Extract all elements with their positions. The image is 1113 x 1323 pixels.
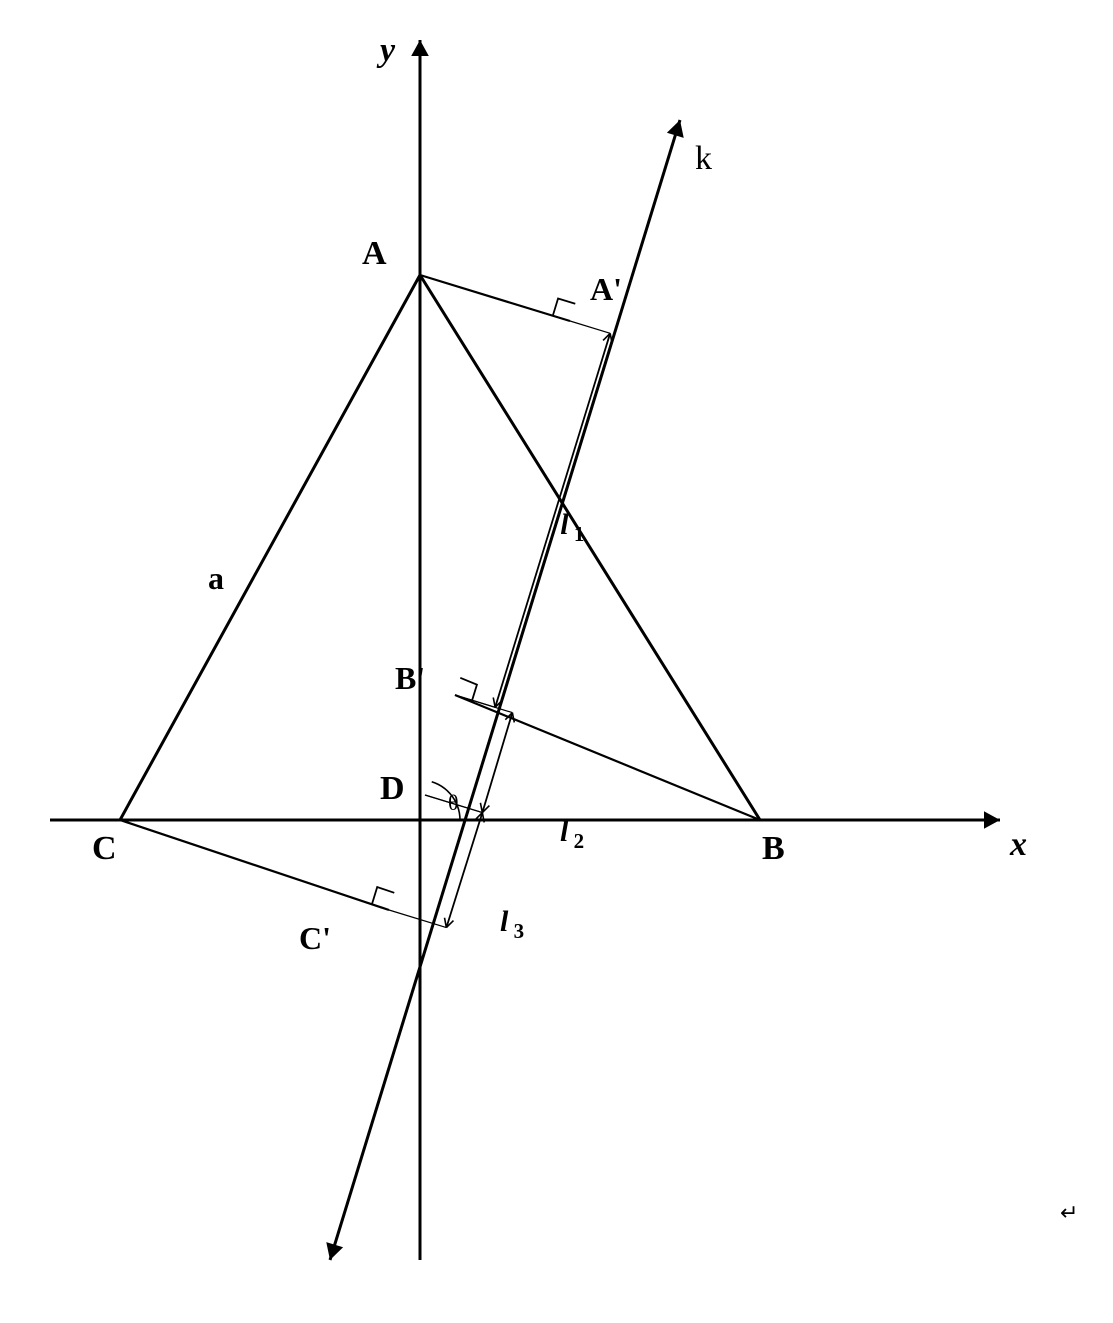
label-B: B: [762, 830, 785, 868]
line-k: [326, 120, 683, 1260]
label-theta: θ: [448, 790, 459, 816]
label-C: C: [92, 830, 117, 868]
triangle: [120, 275, 760, 820]
label-segment-l2: l 2: [560, 815, 584, 854]
label-side-a: a: [208, 560, 224, 597]
axes: [50, 40, 1000, 1260]
x-axis-label: x: [1010, 826, 1027, 864]
segment-l1: [455, 321, 612, 707]
C-prime: [120, 820, 394, 910]
label-segment-l1: l 1: [560, 508, 584, 547]
paragraph-mark: ↵: [1060, 1200, 1078, 1226]
label-k: k: [695, 140, 712, 178]
label-C-prime: C': [299, 920, 331, 957]
label-A-prime: A': [590, 271, 622, 308]
label-segment-l3: l 3: [500, 905, 524, 944]
label-A: A: [362, 235, 387, 273]
y-axis-label: y: [380, 32, 395, 70]
label-B-prime: B': [395, 660, 425, 697]
label-D: D: [380, 770, 405, 808]
